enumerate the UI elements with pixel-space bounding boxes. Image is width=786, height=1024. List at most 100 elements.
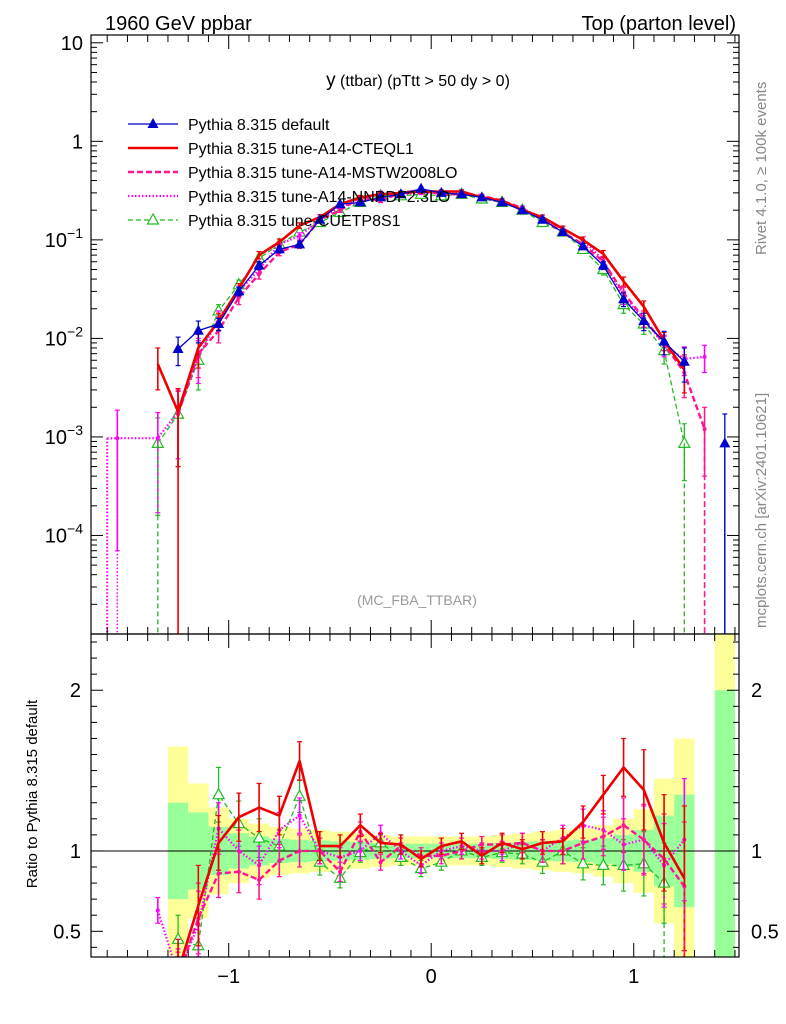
ratio-y-tick-label: 1 [70,841,81,863]
main-marker-default [314,213,326,224]
legend-swatch-marker [147,118,159,128]
main-marker-default [192,324,204,335]
ratio-y-axis-label: Ratio to Pythia 8.315 default [24,699,41,888]
tick-base: 10 [45,427,67,449]
legend: Pythia 8.315 default Pythia 8.315 tune-A1… [128,117,457,230]
ratio-marker-mstw [176,974,180,978]
plot-title: y (ttbar) (pTtt > 50 dy > 0) [326,70,510,91]
main-marker-default [577,240,589,251]
main-series-cteql1 [155,189,687,468]
ratio-series-group [155,737,687,978]
ratio-marker-mstw [479,842,484,847]
main-marker-default [638,315,650,326]
tick-base: 10 [45,230,67,252]
ratio-marker-mstw [581,840,586,845]
main-marker-mstw [338,208,343,213]
main-marker-mstw [236,295,241,300]
main-marker-mstw [257,272,262,277]
ratio-marker-nnpdf [358,848,363,853]
ratio-marker-cuetp [596,858,610,871]
main-marker-nnpdf [155,436,160,441]
legend-entry-nnpdf: Pythia 8.315 tune-A14-NNPDF2.3LO [128,189,450,206]
main-y-tick-label: 10−2 [45,323,83,350]
header-right: Top (parton level) [581,13,736,35]
main-marker-default [395,188,407,199]
main-y-tick-label: 10−4 [45,520,83,547]
x-axis: −1 0 1 [106,35,736,988]
main-series-mstw [175,187,708,477]
tick-base: 10 [45,525,67,547]
ratio-series-cteql1 [175,737,687,957]
ratio-marker-mstw [338,869,343,874]
legend-label: Pythia 8.315 tune-A14-NNPDF2.3LO [188,189,450,206]
ratio-y-tick-label: 2 [70,680,81,702]
legend-entry-cuetp: Pythia 8.315 tune-CUETP8S1 [128,212,401,230]
main-marker-default [719,437,731,448]
main-marker-default [415,182,427,193]
main-marker-default [658,335,670,346]
ratio-marker-mstw [601,834,606,839]
ratio-marker-nnpdf [176,973,180,977]
ratio-y-tick-label: 0.5 [53,921,81,943]
ratio-uncertainty-band [167,634,735,957]
ratio-marker-cuetp [212,787,226,800]
ratio-y-axis: 0.5 0.5 1 1 2 2 [53,641,779,948]
main-marker-default [273,243,285,254]
tick-exponent: −1 [67,225,83,241]
ratio-panel: −1 0 1 0.5 0.5 1 1 2 2 [53,35,779,988]
main-series-default [172,182,731,634]
main-marker-default [456,188,468,199]
legend-entry-mstw: Pythia 8.315 tune-A14-MSTW2008LO [128,165,457,182]
main-series-nnpdf [114,190,708,552]
ratio-marker-mstw [439,853,444,858]
legend-entry-default: Pythia 8.315 default [128,117,330,134]
ratio-y-tick-label-right: 2 [751,680,762,702]
x-tick-label: 0 [426,966,437,988]
watermark: (MC_FBA_TTBAR) [357,592,477,608]
ratio-marker-mstw [216,871,221,876]
x-tick-label: 1 [628,966,639,988]
ratio-marker-mstw [378,860,383,865]
main-y-tick-label: 10 [61,33,83,55]
main-marker-default [516,204,528,215]
ratio-marker-mstw [621,823,626,828]
tick-exponent: −2 [67,323,83,339]
ratio-marker-mstw [236,869,241,874]
plot-title-sub: (ttbar) (pTtt > 50 dy > 0) [340,73,510,90]
side-label-rivet: Rivet 4.1.0, ≥ 100k events [753,82,770,255]
ratio-marker-cuetp [576,856,590,869]
main-marker-default [476,191,488,202]
ratio-marker-nnpdf [155,908,160,913]
legend-swatch-marker [146,212,160,225]
ratio-line-cteql1 [181,759,686,957]
legend-label: Pythia 8.315 tune-CUETP8S1 [188,213,401,230]
main-marker-default [334,198,346,209]
ratio-marker-nnpdf [297,813,302,818]
ratio-line-mstw [183,824,686,957]
legend-entry-cteql1: Pythia 8.315 tune-A14-CTEQL1 [128,141,414,158]
main-series-group [106,182,731,634]
main-y-tick-label: 10−1 [45,225,83,252]
main-y-tick-label: 10−3 [45,422,83,449]
main-marker-default [496,196,508,207]
main-marker-default [597,259,609,270]
main-line-mstw [176,188,706,430]
main-marker-default [253,259,265,270]
main-marker-default [213,318,225,329]
legend-label: Pythia 8.315 default [188,117,330,134]
ratio-marker-mstw [257,877,262,882]
main-marker-default [618,293,630,304]
main-line-cuetp [157,193,685,444]
header-left: 1960 GeV ppbar [105,13,252,35]
main-marker-default [537,213,549,224]
ratio-marker-mstw [277,858,282,863]
main-marker-default [557,226,569,237]
tick-exponent: −3 [67,422,83,438]
legend-label: Pythia 8.315 tune-A14-MSTW2008LO [188,165,457,182]
plot-title-main: y [326,70,336,91]
legend-label: Pythia 8.315 tune-A14-CTEQL1 [188,141,414,158]
ratio-marker-mstw [641,837,646,842]
ratio-frame [90,633,740,958]
